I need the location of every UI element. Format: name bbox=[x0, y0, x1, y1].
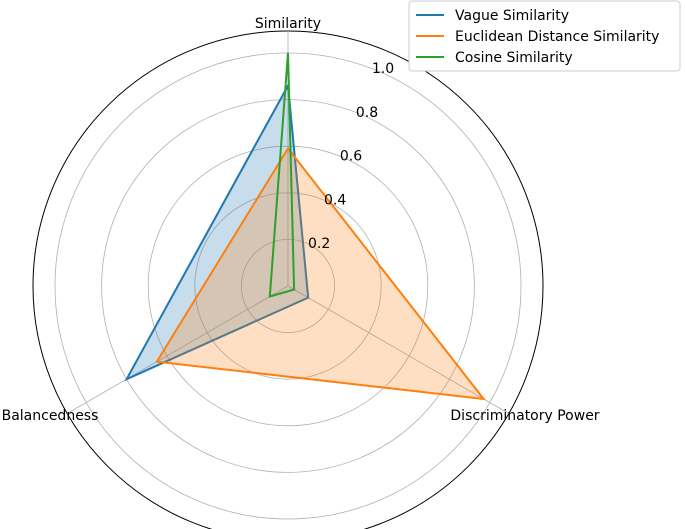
radial-tick-label: 0.8 bbox=[356, 105, 378, 121]
axis-label-discriminatory-power: Discriminatory Power bbox=[450, 408, 599, 424]
legend-entry: Euclidean Distance Similarity bbox=[455, 29, 659, 45]
legend-entry: Vague Similarity bbox=[455, 8, 569, 24]
radial-tick-label: 1.0 bbox=[372, 61, 394, 77]
legend-frame bbox=[408, 0, 681, 72]
series-layer bbox=[124, 52, 486, 401]
grid-spoke bbox=[287, 285, 510, 414]
radial-tick-label: 0.6 bbox=[340, 149, 362, 165]
radial-tick-label: 0.2 bbox=[308, 236, 330, 252]
radial-tick-labels: 0.2 0.4 0.6 0.8 1.0 bbox=[308, 61, 394, 252]
axis-labels: Similarity Discriminatory Power Balancedne… bbox=[2, 16, 600, 424]
series-euclidean-distance-similarity bbox=[155, 146, 486, 401]
series-cosine-similarity bbox=[268, 52, 296, 298]
grid-spoke bbox=[66, 285, 289, 414]
series-vague-similarity bbox=[124, 82, 310, 382]
legend: Vague Similarity Euclidean Distance Simil… bbox=[408, 0, 681, 72]
axis-label-balancedness: Balancedness bbox=[2, 408, 99, 424]
radial-tick-label: 0.4 bbox=[324, 193, 346, 209]
legend-entry: Cosine Similarity bbox=[455, 50, 573, 66]
axis-label-similarity: Similarity bbox=[255, 16, 321, 32]
